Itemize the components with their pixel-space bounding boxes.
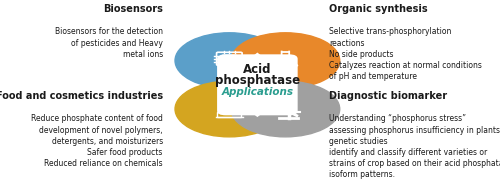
- Text: Selective trans-phosphorylation
reactions
No side products
Catalyzes reaction at: Selective trans-phosphorylation reaction…: [329, 27, 482, 81]
- Text: Reduce phosphate content of food
development of novel polymers,
detergents, and : Reduce phosphate content of food develop…: [31, 114, 163, 168]
- Text: Understanding “phosphorus stress”
assessing phosphorus insufficiency in plants
g: Understanding “phosphorus stress” assess…: [329, 114, 500, 179]
- FancyBboxPatch shape: [217, 54, 298, 115]
- Circle shape: [281, 62, 283, 64]
- Circle shape: [175, 81, 284, 137]
- Circle shape: [290, 62, 292, 63]
- Text: Biosensors: Biosensors: [103, 4, 163, 14]
- Text: Applications: Applications: [222, 87, 294, 97]
- Text: Biosensors for the detection
of pesticides and Heavy
metal ions: Biosensors for the detection of pesticid…: [55, 27, 163, 59]
- Polygon shape: [217, 53, 298, 117]
- Circle shape: [231, 81, 340, 137]
- Text: Diagnostic biomarker: Diagnostic biomarker: [329, 91, 448, 101]
- Circle shape: [226, 104, 230, 107]
- Circle shape: [220, 104, 224, 107]
- Circle shape: [231, 33, 340, 88]
- Circle shape: [286, 64, 288, 65]
- Circle shape: [175, 33, 284, 88]
- Text: Acid: Acid: [243, 63, 272, 76]
- Polygon shape: [274, 60, 297, 66]
- Circle shape: [222, 104, 227, 106]
- Text: phosphatase: phosphatase: [215, 74, 300, 87]
- Text: Food and cosmetics industries: Food and cosmetics industries: [0, 91, 163, 101]
- Text: Organic synthesis: Organic synthesis: [329, 4, 428, 14]
